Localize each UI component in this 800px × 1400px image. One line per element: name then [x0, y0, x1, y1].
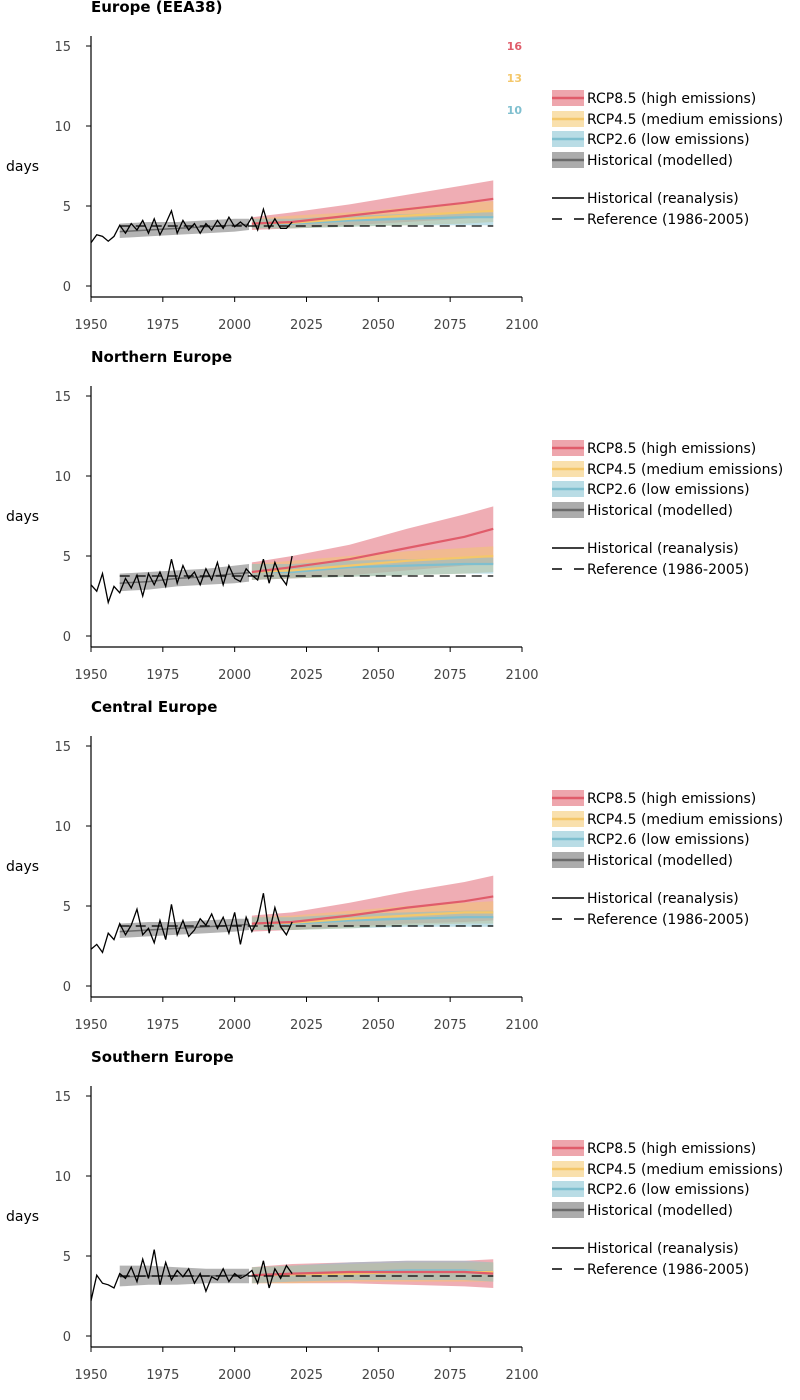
x-tick-label: 2025	[290, 1368, 323, 1383]
x-tick-label: 1975	[146, 318, 179, 333]
chart-title: Central Europe	[91, 698, 217, 716]
y-axis-label: days	[6, 159, 39, 175]
legend-label: Reference (1986-2005)	[587, 1262, 749, 1278]
x-tick-label: 2025	[290, 1018, 323, 1033]
x-tick-label: 2100	[505, 1368, 538, 1383]
legend-label: RCP8.5 (high emissions)	[587, 91, 756, 107]
count-annotation: 16	[507, 40, 523, 53]
chart-panel-3: Southern Europe days 0 5 10 15 1950 1975 2000 202…	[6, 1048, 783, 1383]
x-tick-label: 1950	[74, 318, 107, 333]
legend-label: Reference (1986-2005)	[587, 912, 749, 928]
x-tick-label: 2050	[362, 318, 395, 333]
x-tick-label: 1975	[146, 1368, 179, 1383]
x-tick-label: 2100	[505, 318, 538, 333]
legend-label: RCP2.6 (low emissions)	[587, 482, 750, 498]
y-tick-label: 15	[54, 40, 71, 55]
chart-panel-2: Central Europe days 0 5 10 15 1950 1975 2000 2025…	[6, 698, 783, 1033]
y-tick-label: 10	[54, 820, 71, 835]
x-tick-label: 1950	[74, 1368, 107, 1383]
rcp85-mean-line	[251, 197, 494, 225]
y-tick-label: 0	[63, 1330, 71, 1345]
x-tick-label: 2000	[218, 1368, 251, 1383]
x-tick-label: 2000	[218, 1018, 251, 1033]
legend-label: RCP4.5 (medium emissions)	[587, 812, 783, 828]
legend-label: RCP2.6 (low emissions)	[587, 132, 750, 148]
legend-label: RCP8.5 (high emissions)	[587, 441, 756, 457]
legend-label: RCP4.5 (medium emissions)	[587, 112, 783, 128]
chart-title: Europe (EEA38)	[91, 0, 222, 16]
count-annotation: 13	[507, 72, 522, 85]
x-tick-label: 2075	[434, 1368, 467, 1383]
y-tick-label: 5	[63, 1250, 71, 1265]
x-tick-label: 2075	[434, 668, 467, 683]
y-tick-label: 10	[54, 1170, 71, 1185]
y-tick-label: 0	[63, 980, 71, 995]
y-tick-label: 15	[54, 390, 71, 405]
x-tick-label: 2025	[290, 318, 323, 333]
x-tick-label: 1975	[146, 1018, 179, 1033]
y-tick-label: 5	[63, 200, 71, 215]
y-tick-label: 15	[54, 1090, 71, 1105]
x-tick-label: 2025	[290, 668, 323, 683]
reanalysis-line	[90, 1249, 293, 1301]
x-tick-label: 2000	[218, 668, 251, 683]
x-tick-label: 1950	[74, 668, 107, 683]
x-tick-label: 2050	[362, 668, 395, 683]
x-tick-label: 2000	[218, 318, 251, 333]
legend-label: Historical (modelled)	[587, 1203, 733, 1219]
y-tick-label: 5	[63, 900, 71, 915]
chart-title: Southern Europe	[91, 1048, 234, 1066]
y-tick-label: 5	[63, 550, 71, 565]
rcp26-band	[251, 557, 494, 580]
x-tick-label: 2075	[434, 318, 467, 333]
rcp85-mean-line	[251, 1270, 494, 1277]
legend-label: RCP4.5 (medium emissions)	[587, 1162, 783, 1178]
historical-modelled-mean	[119, 572, 250, 584]
chart-title: Northern Europe	[91, 348, 232, 366]
rcp45-mean-line	[251, 554, 494, 574]
y-tick-label: 0	[63, 280, 71, 295]
legend-label: Reference (1986-2005)	[587, 212, 749, 228]
x-tick-label: 2050	[362, 1368, 395, 1383]
reanalysis-line	[90, 206, 293, 244]
y-axis-label: days	[6, 509, 39, 525]
y-tick-label: 10	[54, 120, 71, 135]
rcp85-mean-line	[251, 895, 494, 925]
reanalysis-line	[90, 893, 293, 954]
reanalysis-line	[90, 555, 293, 605]
y-axis-label: days	[6, 1209, 39, 1225]
x-tick-label: 2100	[505, 668, 538, 683]
legend-label: RCP2.6 (low emissions)	[587, 832, 750, 848]
legend-label: RCP2.6 (low emissions)	[587, 1182, 750, 1198]
legend-label: RCP8.5 (high emissions)	[587, 791, 756, 807]
y-tick-label: 10	[54, 470, 71, 485]
x-tick-label: 2075	[434, 1018, 467, 1033]
x-tick-label: 2050	[362, 1018, 395, 1033]
legend-label: Historical (modelled)	[587, 503, 733, 519]
chart-panel-0: Europe (EEA38) days 0 5 10 15 1950 1975 2000 2025…	[6, 0, 783, 333]
chart-panel-1: Northern Europe days 0 5 10 15 1950 1975 2000 202…	[6, 348, 783, 683]
y-tick-label: 15	[54, 740, 71, 755]
legend-label: RCP8.5 (high emissions)	[587, 1141, 756, 1157]
legend-label: RCP4.5 (medium emissions)	[587, 462, 783, 478]
legend-label: Historical (reanalysis)	[587, 541, 739, 557]
legend-label: Historical (reanalysis)	[587, 191, 739, 207]
legend-label: Historical (modelled)	[587, 853, 733, 869]
x-tick-label: 1975	[146, 668, 179, 683]
x-tick-label: 1950	[74, 1018, 107, 1033]
legend-label: Reference (1986-2005)	[587, 562, 749, 578]
y-tick-label: 0	[63, 630, 71, 645]
x-tick-label: 2100	[505, 1018, 538, 1033]
legend-label: Historical (reanalysis)	[587, 1241, 739, 1257]
legend-label: Historical (modelled)	[587, 153, 733, 169]
legend-label: Historical (reanalysis)	[587, 891, 739, 907]
count-annotation: 10	[507, 104, 523, 117]
rcp85-mean-line	[251, 527, 494, 574]
y-axis-label: days	[6, 859, 39, 875]
rcp26-mean-line	[251, 562, 494, 574]
